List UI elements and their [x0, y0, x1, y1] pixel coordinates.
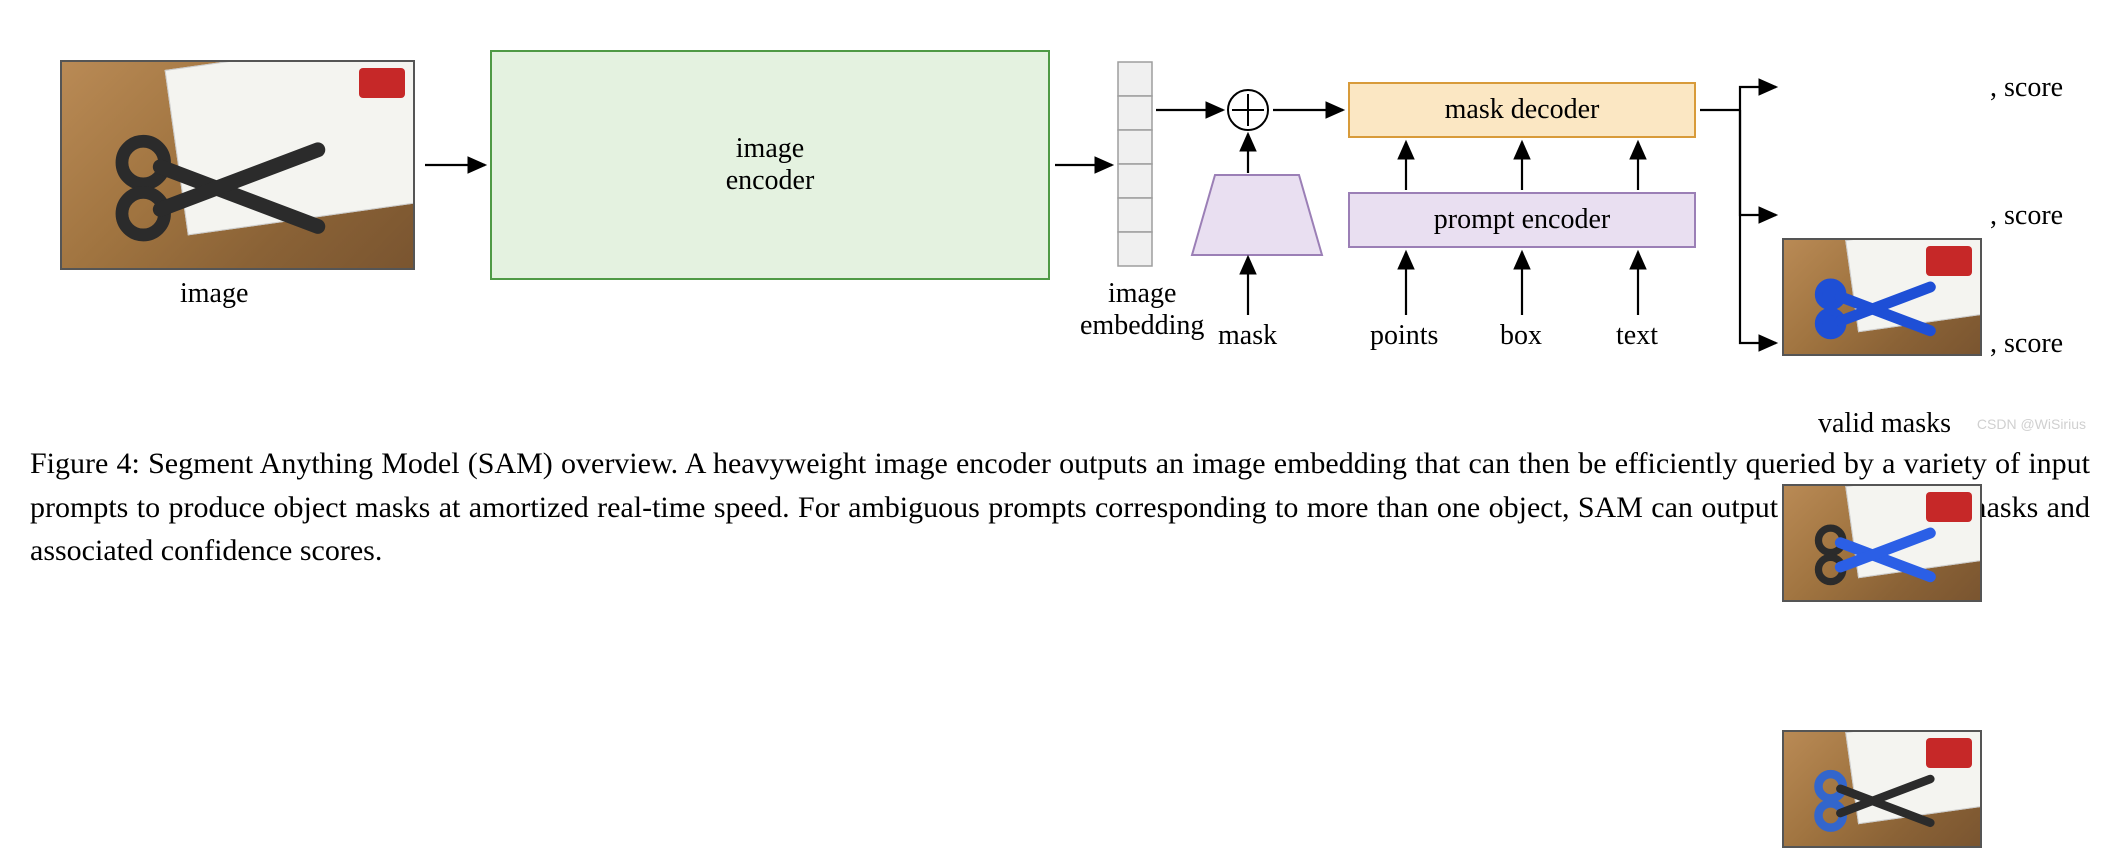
image-embedding-label: image embedding [1080, 278, 1204, 342]
figure: image image encoder image embedding conv… [30, 20, 2090, 573]
output-mask-1 [1782, 238, 1982, 356]
valid-masks-label: valid masks [1818, 408, 1951, 440]
score-label-2: , score [1990, 200, 2063, 232]
mask-input-label: mask [1218, 320, 1277, 352]
image-encoder-label: image encoder [726, 133, 815, 197]
scissors-icon [1796, 762, 1953, 835]
scissors-icon [1796, 516, 1953, 589]
output-mask-3 [1782, 730, 1982, 848]
conv-label: conv [1225, 199, 1279, 231]
mask-decoder-label: mask decoder [1445, 94, 1600, 126]
input-image-label: image [180, 278, 248, 310]
score-label-1: , score [1990, 72, 2063, 104]
box-input-label: box [1500, 320, 1542, 352]
output-mask-2 [1782, 484, 1982, 602]
input-image [60, 60, 415, 270]
watermark: CSDN @WiSirius [1977, 416, 2086, 432]
sam-diagram: image image encoder image embedding conv… [30, 20, 2090, 420]
image-encoder-block: image encoder [490, 50, 1050, 280]
red-tape [359, 68, 405, 98]
figure-caption: Figure 4: Segment Anything Model (SAM) o… [30, 442, 2090, 573]
prompt-encoder-label: prompt encoder [1434, 204, 1611, 236]
scissors-icon [1796, 270, 1953, 343]
score-label-3: , score [1990, 328, 2063, 360]
points-input-label: points [1370, 320, 1438, 352]
figure-caption-text: Segment Anything Model (SAM) overview. A… [30, 447, 2090, 567]
scissors-icon [83, 120, 357, 248]
text-input-label: text [1616, 320, 1658, 352]
mask-decoder-block: mask decoder [1348, 82, 1696, 138]
prompt-encoder-block: prompt encoder [1348, 192, 1696, 248]
figure-number: Figure 4: [30, 447, 140, 480]
